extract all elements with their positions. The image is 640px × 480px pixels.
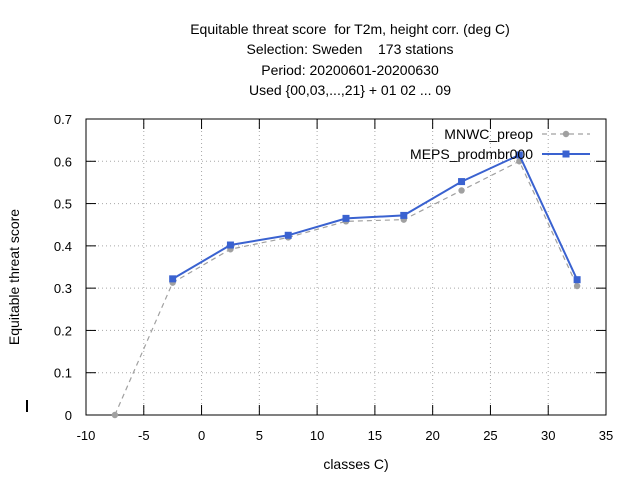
series-line	[114, 160, 578, 416]
y-tick-label: 0.6	[54, 154, 72, 169]
x-tick-label: 20	[425, 428, 439, 443]
x-axis-label: classes C)	[323, 456, 388, 472]
chart-title-line-4: Used {00,03,...,21} + 01 02 ... 09	[249, 82, 451, 98]
data-point	[458, 178, 466, 186]
series-layer	[111, 151, 581, 419]
legend-marker	[562, 130, 570, 138]
x-tick-label: 0	[198, 428, 205, 443]
data-point	[573, 276, 581, 284]
legend-marker	[562, 150, 570, 158]
data-point	[169, 275, 177, 283]
x-tick-label: -10	[77, 428, 96, 443]
y-tick-label: 0.3	[54, 281, 72, 296]
series-MEPS_prodmbr000	[169, 151, 581, 284]
y-tick-label: 0.2	[54, 323, 72, 338]
chart-title-line-2: Selection: Sweden 173 stations	[246, 41, 454, 57]
y-tick-label: 0.4	[54, 239, 72, 254]
data-point	[458, 187, 465, 194]
y-tick-label: 0.5	[54, 197, 72, 212]
x-tick-label: 35	[599, 428, 613, 443]
data-point	[226, 241, 234, 249]
y-axis-label: Equitable threat score	[6, 209, 22, 345]
data-point	[284, 231, 292, 239]
x-tick-label: -5	[138, 428, 150, 443]
data-point	[573, 282, 581, 290]
y-tick-label: 0.7	[54, 112, 72, 127]
x-tick-label: 30	[541, 428, 555, 443]
y-tick-label: 0.1	[54, 366, 72, 381]
legend: MNWC_preop MEPS_prodmbr000	[410, 126, 590, 162]
data-point	[515, 151, 523, 159]
data-point	[400, 211, 408, 219]
x-tick-label: 25	[483, 428, 497, 443]
legend-label: MEPS_prodmbr000	[410, 146, 533, 162]
legend-label: MNWC_preop	[444, 126, 533, 142]
grid	[86, 119, 606, 415]
chart-title-line-3: Period: 20200601-20200630	[261, 62, 439, 78]
data-point	[342, 214, 350, 222]
series-line	[172, 153, 579, 281]
data-point	[111, 411, 119, 419]
plot-frame	[85, 118, 607, 416]
chart-title-line-1: Equitable threat score for T2m, height c…	[190, 21, 510, 37]
x-tick-label: 15	[368, 428, 382, 443]
x-tick-label: 10	[310, 428, 324, 443]
x-tick-label: 5	[256, 428, 263, 443]
y-tick-label: 0	[65, 408, 72, 423]
axis-ticks: -10 -5 0 5 10 15 20 25 30 35 0 0.1 0.2 0.3 0.4 0.5 0.6 0.…	[26, 112, 613, 443]
